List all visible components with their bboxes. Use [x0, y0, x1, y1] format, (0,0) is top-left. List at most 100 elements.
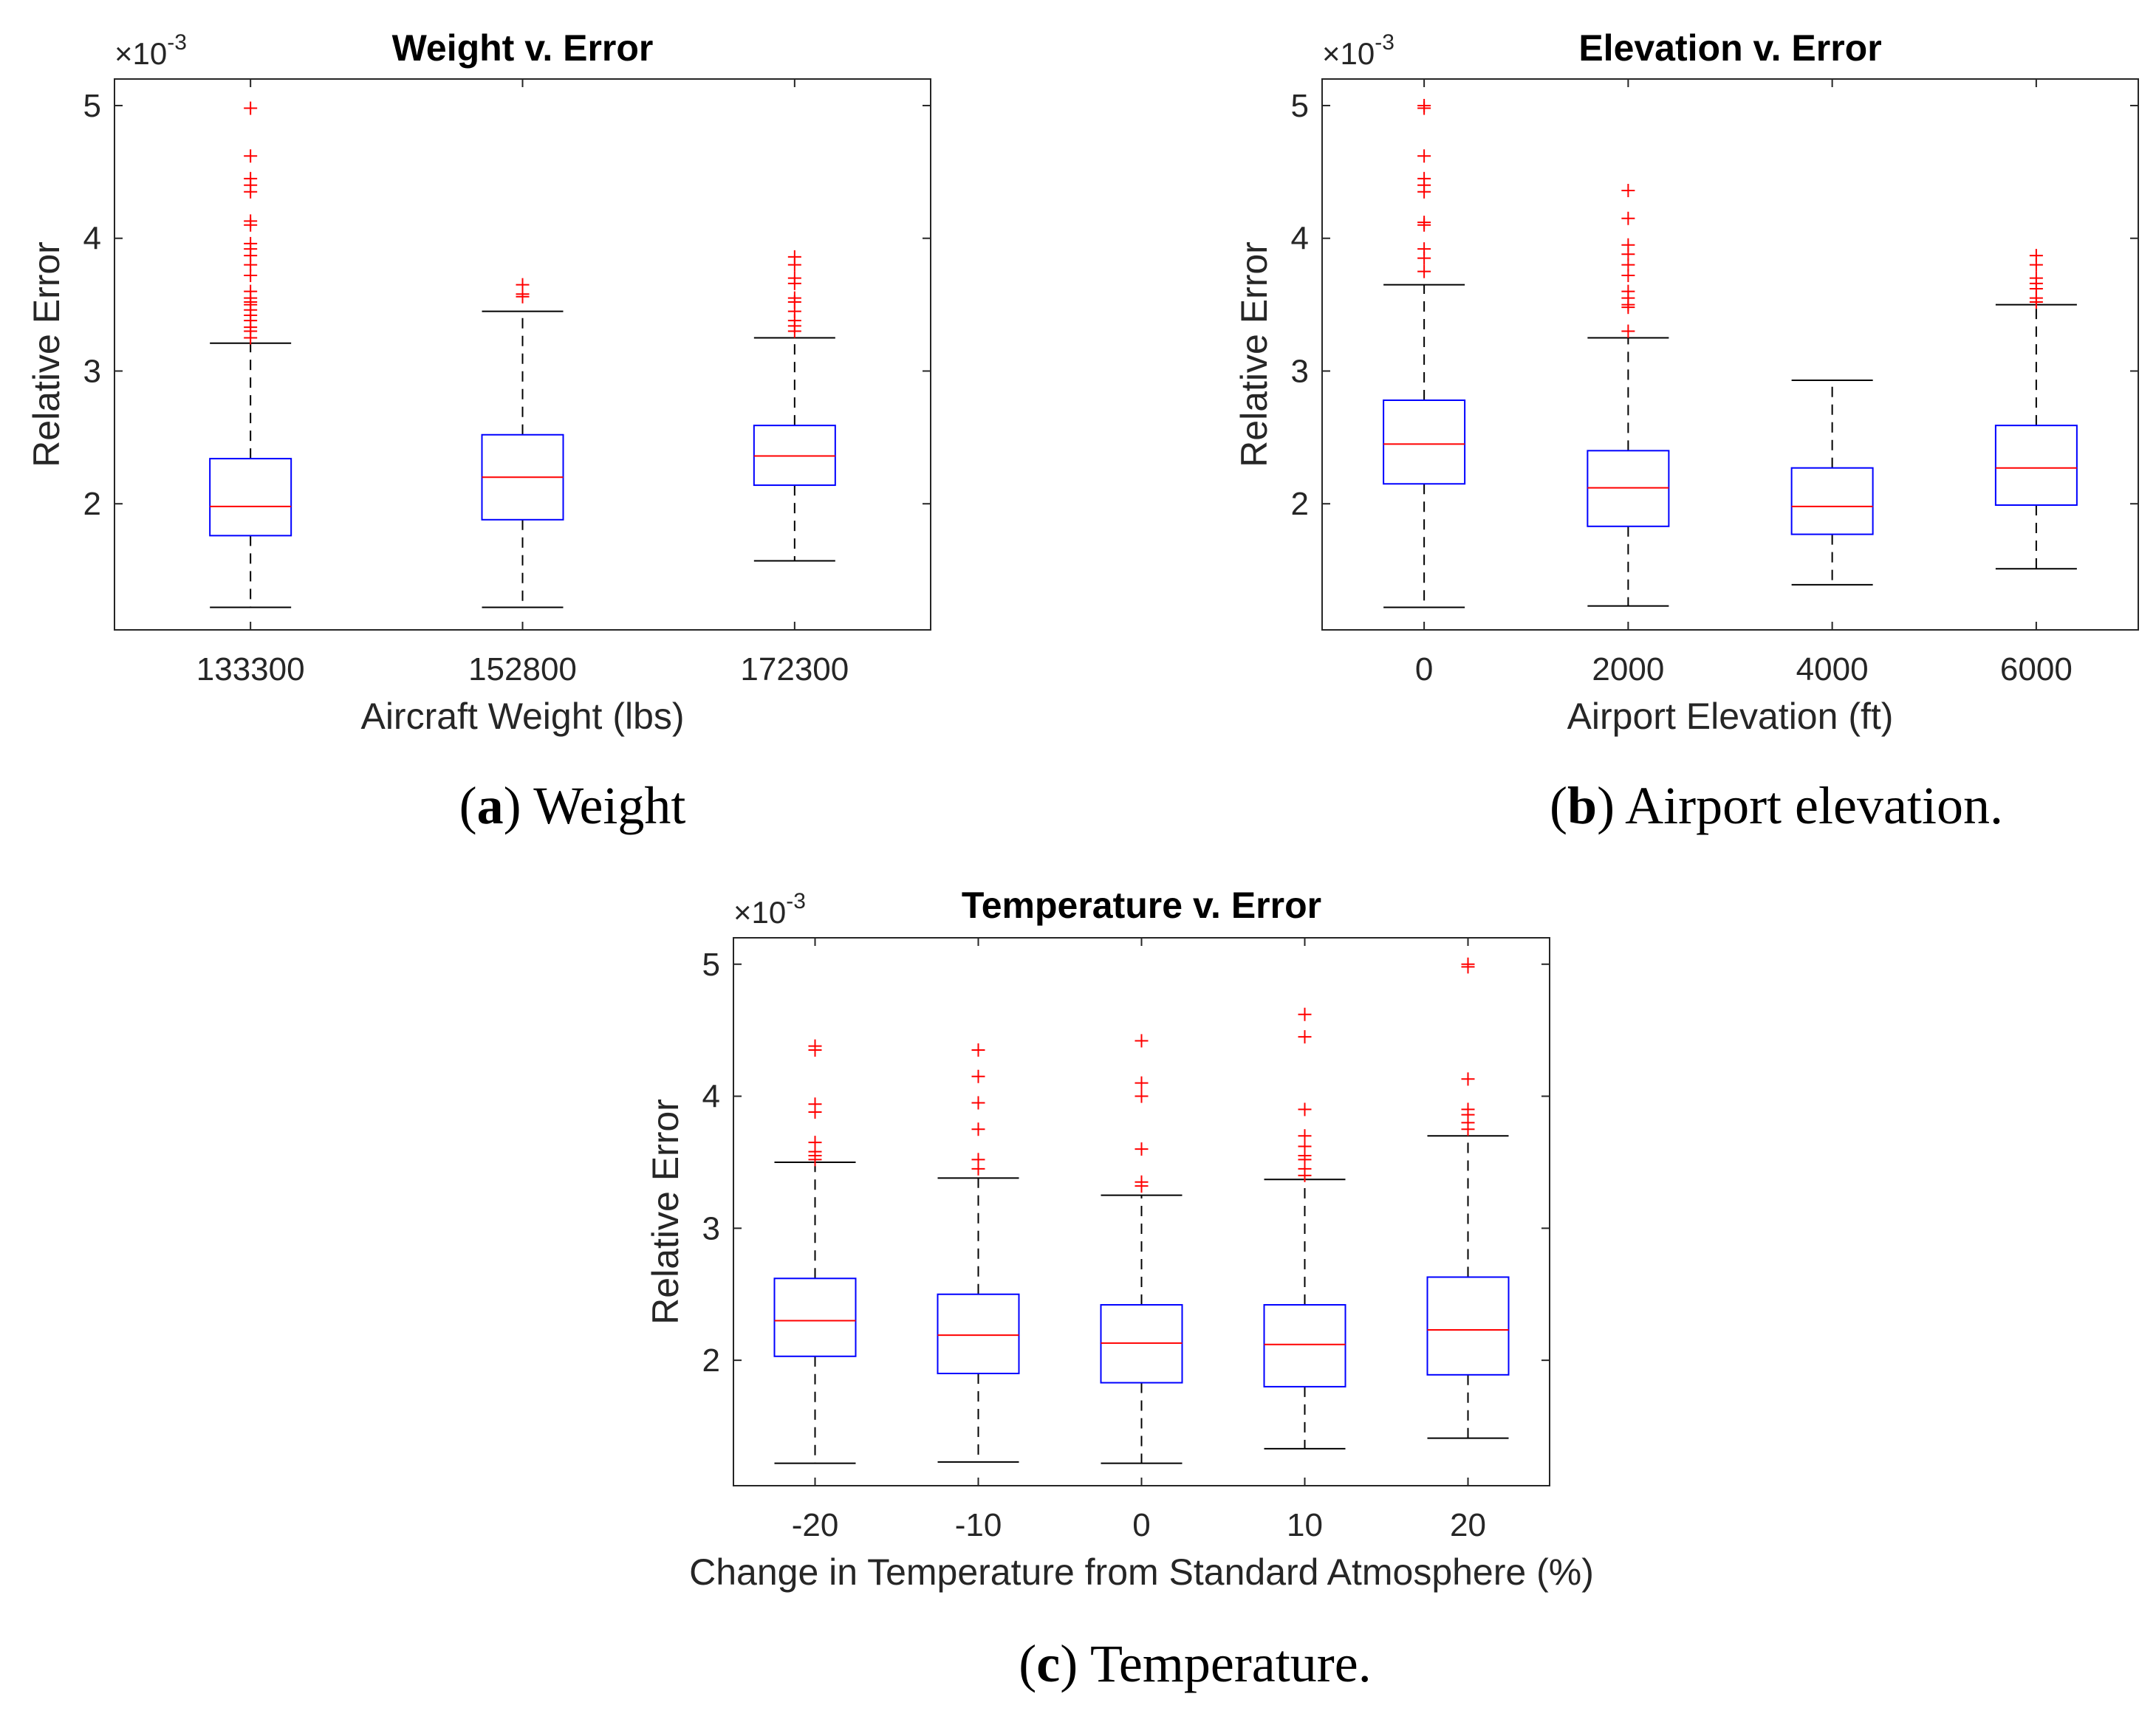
- box-0: [1383, 98, 1466, 608]
- iqr-box: [1994, 425, 2078, 507]
- exponent-label: ×10-3: [114, 30, 187, 71]
- outlier-marker: [1135, 1089, 1149, 1103]
- outlier-marker: [808, 1097, 822, 1111]
- outlier-marker: [808, 1136, 822, 1150]
- y-tick-label: 2: [702, 1342, 720, 1379]
- x-tick-label: 172300: [740, 651, 849, 687]
- outlier-marker: [1298, 1007, 1312, 1021]
- outlier-marker: [1461, 957, 1475, 971]
- outlier-marker: [1461, 1072, 1475, 1086]
- x-tick-label: 0: [1132, 1507, 1150, 1543]
- x-tick-label: 0: [1415, 651, 1433, 687]
- chart-2: 2 3 4 5 0 2000 4000 6000 Elevation v. Error ×10-3…: [1233, 27, 2139, 737]
- outlier-marker: [244, 284, 258, 298]
- outlier-marker: [1621, 324, 1635, 338]
- exponent-power: -3: [786, 889, 806, 913]
- x-axis-label: Change in Temperature from Standard Atmo…: [689, 1551, 1594, 1593]
- outlier-marker: [1417, 216, 1431, 230]
- outlier-marker: [1135, 1142, 1149, 1156]
- outlier-marker: [2029, 249, 2043, 263]
- y-tick-label: 4: [83, 221, 101, 257]
- x-tick-label: 4000: [1796, 651, 1869, 687]
- outlier-marker: [1417, 242, 1431, 256]
- x-tick-label: -10: [955, 1507, 1002, 1543]
- plot-frame: [1321, 78, 2139, 631]
- outlier-marker: [787, 291, 801, 305]
- iqr-box: [937, 1293, 1020, 1375]
- box-4000: [1790, 380, 1874, 586]
- outlier-marker: [1417, 171, 1431, 185]
- y-axis-label: Relative Error: [1233, 241, 1275, 467]
- caption-a: (a) Weight: [459, 776, 686, 835]
- outlier-marker: [1298, 1102, 1312, 1116]
- box--20: [773, 1039, 857, 1464]
- y-axis-label: Relative Error: [26, 241, 67, 467]
- outlier-marker: [808, 1039, 822, 1053]
- outlier-marker: [244, 171, 258, 185]
- outlier-marker: [971, 1096, 985, 1110]
- box-10: [1263, 1007, 1346, 1450]
- outlier-marker: [1298, 1129, 1312, 1143]
- x-tick-label: 133300: [196, 651, 305, 687]
- box-0: [1100, 1034, 1183, 1464]
- exponent-power: -3: [1375, 30, 1394, 55]
- outlier-marker: [971, 1122, 985, 1136]
- y-tick-label: 5: [83, 88, 101, 124]
- x-tick-label: 20: [1450, 1507, 1486, 1543]
- iqr-box: [1383, 399, 1466, 485]
- outlier-marker: [971, 1153, 985, 1167]
- x-tick-label: -20: [792, 1507, 839, 1543]
- exponent-base: ×10: [114, 36, 167, 71]
- y-tick-label: 5: [702, 947, 720, 983]
- box-152800: [481, 278, 564, 608]
- outlier-marker: [244, 101, 258, 115]
- outlier-marker: [1621, 183, 1635, 197]
- iqr-box: [1263, 1304, 1346, 1387]
- iqr-box: [773, 1277, 857, 1357]
- iqr-box: [1426, 1276, 1510, 1376]
- box-6000: [1994, 249, 2078, 570]
- box-2000: [1587, 183, 1670, 607]
- exponent-base: ×10: [1322, 36, 1375, 71]
- box-20: [1426, 957, 1510, 1439]
- outlier-marker: [244, 149, 258, 163]
- outlier-marker: [1135, 1076, 1149, 1090]
- iqr-box: [209, 458, 292, 537]
- outlier-marker: [1298, 1030, 1312, 1044]
- exponent-label: ×10-3: [1322, 30, 1394, 71]
- chart-title: Temperature v. Error: [962, 885, 1321, 926]
- chart-3: 2 3 4 5 -20 -10 0 10 20 Temperature v. Error ×10-3…: [645, 885, 1594, 1593]
- y-tick-label: 4: [1291, 221, 1309, 257]
- x-tick-label: 10: [1287, 1507, 1323, 1543]
- outlier-marker: [1417, 264, 1431, 278]
- x-tick-label: 2000: [1592, 651, 1664, 687]
- outlier-marker: [1621, 211, 1635, 225]
- iqr-box: [1790, 467, 1874, 535]
- outlier-marker: [2029, 271, 2043, 285]
- y-axis-label: Relative Error: [645, 1099, 686, 1325]
- x-tick-label: 152800: [468, 651, 577, 687]
- outlier-marker: [971, 1069, 985, 1083]
- x-axis-label: Airport Elevation (ft): [1567, 696, 1894, 737]
- box-172300: [753, 250, 836, 562]
- y-tick-label: 5: [1291, 88, 1309, 124]
- outlier-marker: [1621, 238, 1635, 252]
- outlier-marker: [1135, 1034, 1149, 1048]
- y-tick-label: 2: [1291, 486, 1309, 522]
- outlier-marker: [1135, 1175, 1149, 1189]
- outlier-marker: [971, 1043, 985, 1057]
- chart-title: Weight v. Error: [392, 27, 654, 69]
- y-tick-label: 3: [702, 1210, 720, 1246]
- y-tick-label: 3: [1291, 353, 1309, 389]
- box--10: [937, 1043, 1020, 1463]
- y-tick-label: 4: [702, 1079, 720, 1115]
- outlier-marker: [244, 236, 258, 250]
- outlier-marker: [1417, 149, 1431, 163]
- x-axis-label: Aircraft Weight (lbs): [360, 696, 684, 737]
- caption-c: (c) Temperature.: [1019, 1634, 1372, 1693]
- exponent-base: ×10: [733, 895, 786, 930]
- x-tick-label: 6000: [2000, 651, 2073, 687]
- outlier-marker: [244, 214, 258, 228]
- outlier-marker: [1417, 98, 1431, 112]
